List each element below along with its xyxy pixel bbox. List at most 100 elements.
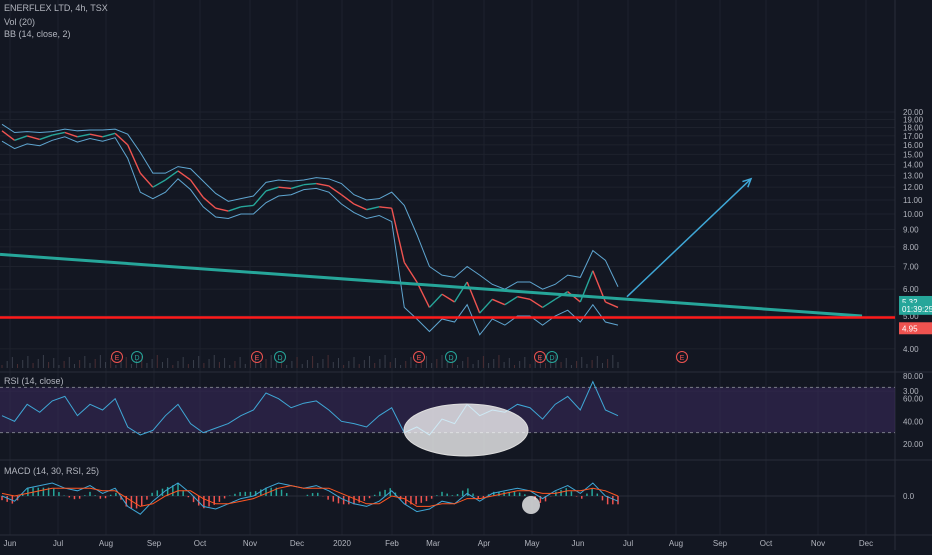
y-tick-label: 20.00 <box>903 108 924 117</box>
x-tick-label: Feb <box>385 539 399 548</box>
y-tick-label: 15.00 <box>903 150 924 159</box>
price-segment <box>265 186 279 192</box>
earnings-marker <box>413 351 425 363</box>
price-segment <box>316 182 329 187</box>
projection-arrowhead <box>742 177 753 188</box>
price-segment <box>165 170 179 181</box>
macd-highlight-circle <box>522 496 540 514</box>
price-segment <box>391 208 405 263</box>
price-segment <box>240 204 254 208</box>
price-segment <box>114 132 129 146</box>
x-tick-label: Dec <box>859 539 873 548</box>
x-tick-label: May <box>524 539 539 548</box>
x-tick-label: Sep <box>147 539 162 548</box>
x-tick-label: 2020 <box>333 539 351 548</box>
y-tick-label: 5.00 <box>903 312 919 321</box>
price-segment <box>479 298 493 314</box>
marker-label: E <box>680 355 685 362</box>
y-tick-label: 10.00 <box>903 210 924 219</box>
y-tick-label: 11.00 <box>903 196 923 205</box>
price-segment <box>453 281 468 303</box>
rsi-highlight-ellipse <box>403 403 529 457</box>
price-tag <box>899 302 932 315</box>
y-tick-label: 12.00 <box>903 183 924 192</box>
price-tag <box>899 322 932 335</box>
price-tag-label: 4.95 <box>902 324 918 333</box>
x-tick-label: Dec <box>290 539 304 548</box>
volume-legend[interactable]: Vol (20) <box>4 17 36 27</box>
dividend-marker <box>546 351 558 363</box>
price-segment <box>14 135 28 141</box>
x-tick-label: Sep <box>713 539 728 548</box>
earnings-marker <box>534 351 546 363</box>
y-tick-label: 3.00 <box>903 387 919 396</box>
descending-trendline <box>0 252 863 318</box>
price-tag-label: 01:39:25 <box>902 305 932 314</box>
marker-label: E <box>255 355 260 362</box>
rsi-tick-label: 40.00 <box>903 417 924 426</box>
earnings-marker <box>676 351 688 363</box>
x-tick-label: Mar <box>426 539 440 548</box>
macd-line <box>1 482 619 515</box>
dividend-marker <box>445 351 457 363</box>
marker-label: D <box>277 355 282 362</box>
price-segment <box>341 194 355 205</box>
price-segment <box>89 133 103 138</box>
y-tick-label: 14.00 <box>903 160 924 169</box>
price-segment <box>290 184 304 190</box>
y-tick-label: 4.00 <box>903 345 919 354</box>
dividend-marker <box>274 351 286 363</box>
price-segment <box>303 182 317 186</box>
price-tag-label: 5.32 <box>902 298 918 307</box>
x-tick-label: Oct <box>760 539 773 548</box>
price-segment <box>328 185 342 196</box>
x-tick-label: Jul <box>623 539 633 548</box>
x-tick-label: Aug <box>99 539 113 548</box>
price-segment <box>492 298 506 306</box>
macd-tick-label: 0.0 <box>903 492 915 501</box>
marker-label: E <box>417 355 422 362</box>
price-segment <box>177 170 191 181</box>
rsi-tick-label: 20.00 <box>903 440 924 449</box>
y-tick-label: 17.00 <box>903 132 924 141</box>
price-segment <box>428 293 443 308</box>
price-segment <box>252 190 267 206</box>
price-segment <box>64 131 78 138</box>
price-segment <box>102 132 116 138</box>
marker-label: D <box>134 355 139 362</box>
bollinger-upper <box>1 123 619 290</box>
price-segment <box>441 293 455 303</box>
price-segment <box>127 144 141 174</box>
y-tick-label: 8.00 <box>903 243 919 252</box>
price-segment <box>52 131 65 136</box>
y-tick-label: 6.00 <box>903 285 919 294</box>
earnings-marker <box>111 351 123 363</box>
price-segment <box>504 296 518 306</box>
price-segment <box>529 298 543 309</box>
price-segment <box>278 186 292 190</box>
price-segment <box>1 130 15 141</box>
price-segment <box>366 206 380 211</box>
price-segment <box>605 301 619 309</box>
marker-label: E <box>538 355 543 362</box>
symbol-title[interactable]: ENERFLEX LTD, 4h, TSX <box>4 3 108 13</box>
y-tick-label: 16.00 <box>903 141 924 150</box>
x-tick-label: Jun <box>572 539 585 548</box>
earnings-marker <box>251 351 263 363</box>
rsi-legend[interactable]: RSI (14, close) <box>4 376 64 386</box>
rsi-tick-label: 60.00 <box>903 395 924 404</box>
x-tick-label: Nov <box>243 539 257 548</box>
x-tick-label: Jun <box>4 539 17 548</box>
macd-legend[interactable]: MACD (14, 30, RSI, 25) <box>4 466 100 476</box>
price-segment <box>202 196 217 209</box>
x-tick-label: Aug <box>669 539 683 548</box>
bollinger-legend[interactable]: BB (14, close, 2) <box>4 29 71 39</box>
rsi-line <box>1 380 619 436</box>
price-segment <box>215 207 229 212</box>
marker-label: E <box>115 355 120 362</box>
macd-signal-line <box>1 485 619 507</box>
marker-label: D <box>549 355 554 362</box>
